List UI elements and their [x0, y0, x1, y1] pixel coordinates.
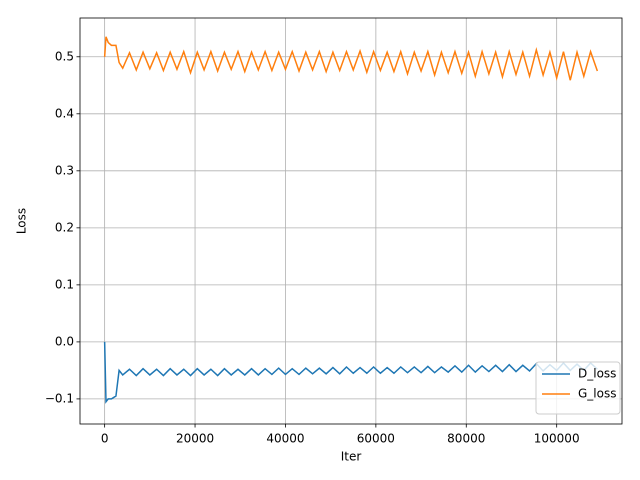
data-line: [103, 341, 598, 404]
legend-label: D_loss: [578, 367, 616, 381]
legend-box: [535, 361, 621, 415]
x-axis-label: Iter: [341, 450, 362, 464]
x-tick-label: 80000: [447, 432, 485, 446]
legend-label: G_loss: [578, 387, 616, 401]
plot-frame: [79, 17, 623, 425]
data-line: [103, 36, 599, 81]
y-tick-label: 0.5: [55, 49, 74, 63]
x-tick-label: 40000: [266, 432, 304, 446]
y-tick-label: 0.0: [55, 334, 74, 348]
x-tick-label: 100000: [534, 432, 580, 446]
x-tick-label: 20000: [176, 432, 214, 446]
y-tick-label: 0.2: [55, 220, 74, 234]
y-tick-label: 0.1: [55, 277, 74, 291]
x-tick-label: 0: [101, 432, 109, 446]
y-axis-label: Loss: [15, 208, 29, 234]
y-tick-label: 0.4: [55, 106, 74, 120]
x-tick-label: 60000: [357, 432, 395, 446]
y-tick-label: 0.3: [55, 163, 74, 177]
y-tick-label: −0.1: [45, 391, 74, 405]
